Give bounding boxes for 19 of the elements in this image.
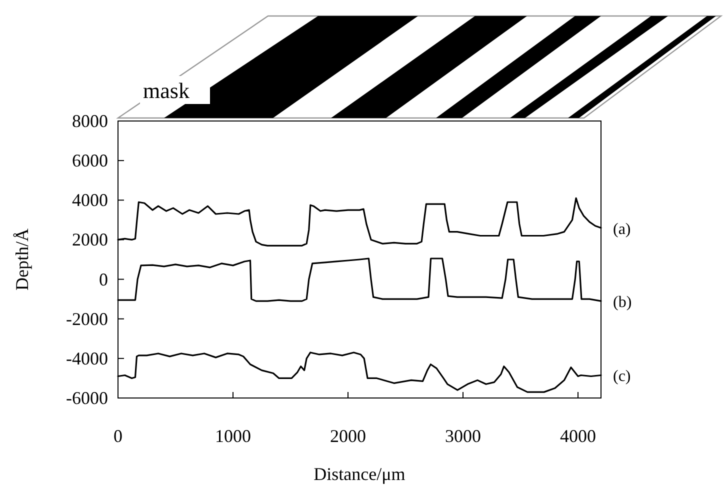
- y-tick-label: -6000: [66, 388, 108, 408]
- series-label: (a): [613, 220, 631, 238]
- text: mask: [143, 78, 190, 103]
- y-tick-label: 8000: [72, 111, 108, 131]
- y-tick-label: 0: [99, 269, 108, 290]
- y-tick-label: -4000: [66, 348, 108, 368]
- x-tick-label: 4000: [560, 426, 596, 446]
- y-tick-label: 4000: [72, 190, 108, 210]
- series-label: (b): [613, 294, 632, 312]
- x-tick-label: 3000: [445, 426, 481, 446]
- y-tick-label: 6000: [72, 150, 108, 171]
- series-label: (c): [613, 368, 631, 386]
- x-tick-label: 1000: [215, 426, 251, 446]
- x-tick-label: 0: [114, 426, 122, 446]
- y-tick-label: 2000: [72, 230, 108, 250]
- x-tick-label: 2000: [330, 426, 366, 446]
- y-tick-label: -2000: [66, 308, 108, 329]
- x-axis-title: Distance/μm: [314, 464, 406, 484]
- y-axis-title: Depth/Å: [12, 228, 32, 290]
